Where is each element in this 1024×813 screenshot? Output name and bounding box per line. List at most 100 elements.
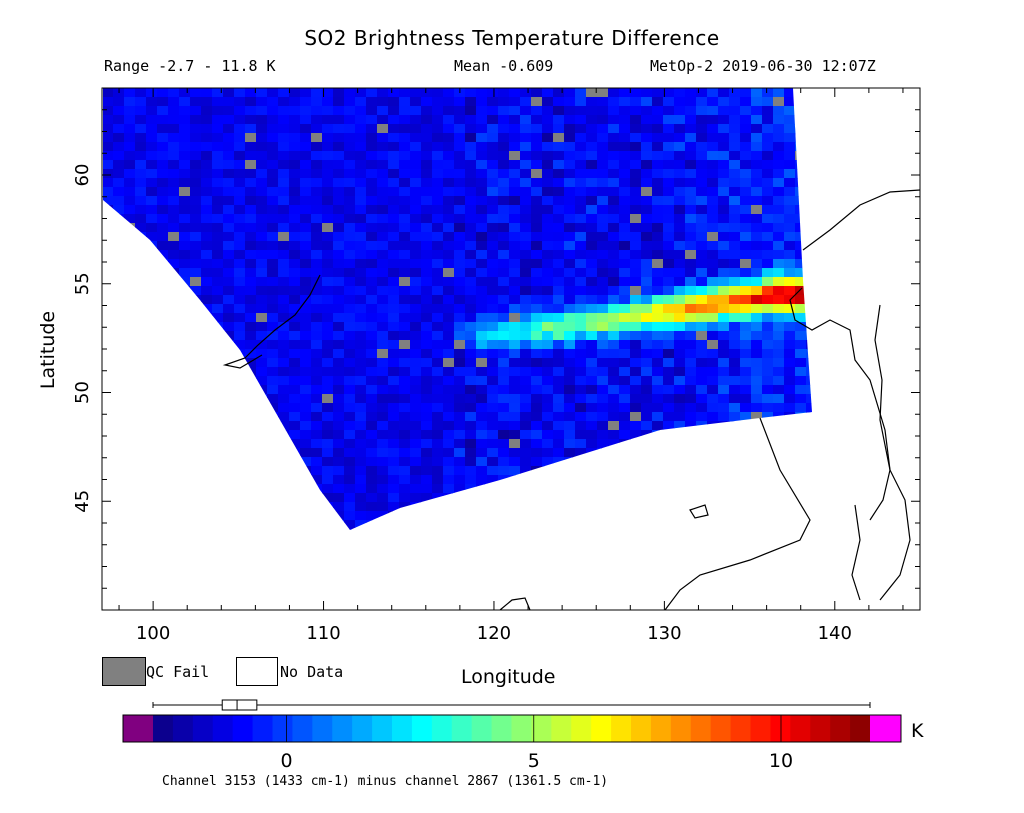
colorbar-segment	[631, 715, 652, 742]
heatmap-cell	[751, 97, 763, 107]
heatmap-cell	[498, 286, 510, 296]
heatmap-cell	[366, 493, 378, 503]
heatmap-cell	[553, 439, 565, 449]
heatmap-cell	[377, 259, 389, 269]
heatmap-cell	[619, 124, 631, 134]
heatmap-cell	[278, 421, 290, 431]
heatmap-cell	[674, 133, 686, 143]
heatmap-cell	[223, 142, 235, 152]
heatmap-cell	[685, 115, 697, 125]
heatmap-cell	[641, 97, 653, 107]
heatmap-cell	[146, 349, 158, 359]
heatmap-cell	[685, 106, 697, 116]
heatmap-cell	[432, 151, 444, 161]
heatmap-cell	[432, 241, 444, 251]
heatmap-cell	[795, 448, 807, 458]
heatmap-cell	[674, 268, 686, 278]
heatmap-cell	[652, 529, 664, 530]
colorbar-segment	[272, 715, 294, 742]
heatmap-cell	[113, 205, 125, 215]
heatmap-cell	[762, 394, 774, 404]
heatmap-cell	[267, 421, 279, 431]
heatmap-cell	[179, 223, 191, 233]
heatmap-cell	[740, 430, 752, 440]
heatmap-cell	[344, 223, 356, 233]
heatmap-cell	[608, 394, 620, 404]
heatmap-cell	[399, 457, 411, 467]
heatmap-cell	[784, 241, 796, 251]
heatmap-cell	[575, 322, 587, 332]
heatmap-cell	[190, 124, 202, 134]
heatmap-cell	[619, 313, 631, 323]
heatmap-cell	[146, 367, 158, 377]
heatmap-cell	[212, 358, 224, 368]
heatmap-cell	[465, 106, 477, 116]
heatmap-cell	[388, 223, 400, 233]
heatmap-cell	[333, 268, 345, 278]
heatmap-cell	[443, 421, 455, 431]
heatmap-cell	[124, 385, 136, 395]
heatmap-cell	[113, 277, 125, 287]
heatmap-cell	[157, 160, 169, 170]
heatmap-cell	[729, 466, 741, 476]
heatmap-cell	[289, 187, 301, 197]
heatmap-cell	[355, 187, 367, 197]
heatmap-cell	[498, 376, 510, 386]
heatmap-cell	[740, 169, 752, 179]
heatmap-cell	[179, 448, 191, 458]
heatmap-cell	[190, 421, 202, 431]
heatmap-cell	[135, 106, 147, 116]
heatmap-cell	[586, 412, 598, 422]
heatmap-cell	[278, 322, 290, 332]
heatmap-cell	[421, 529, 433, 530]
heatmap-cell	[773, 484, 785, 494]
heatmap-cell	[344, 160, 356, 170]
heatmap-cell	[498, 475, 510, 485]
heatmap-cell	[190, 466, 202, 476]
heatmap-cell	[443, 304, 455, 314]
heatmap-cell	[553, 187, 565, 197]
heatmap-cell	[685, 286, 697, 296]
heatmap-cell	[619, 250, 631, 260]
heatmap-cell	[784, 196, 796, 206]
heatmap-cell	[740, 331, 752, 341]
heatmap-cell	[388, 250, 400, 260]
heatmap-cell	[564, 160, 576, 170]
heatmap-cell	[586, 313, 598, 323]
heatmap-cell	[597, 187, 609, 197]
heatmap-cell	[652, 448, 664, 458]
heatmap-cell	[223, 430, 235, 440]
heatmap-cell	[201, 376, 213, 386]
heatmap-cell	[542, 448, 554, 458]
heatmap-cell	[355, 520, 367, 530]
heatmap-cell	[113, 520, 125, 530]
heatmap-cell	[223, 367, 235, 377]
heatmap-cell	[729, 160, 741, 170]
heatmap-cell	[619, 151, 631, 161]
heatmap-cell	[124, 97, 136, 107]
heatmap-cell	[575, 196, 587, 206]
heatmap-cell	[465, 511, 477, 521]
heatmap-cell	[520, 277, 532, 287]
heatmap-cell	[410, 457, 422, 467]
heatmap-cell	[311, 502, 323, 512]
heatmap-cell	[696, 124, 708, 134]
heatmap-cell	[509, 196, 521, 206]
heatmap-cell	[366, 304, 378, 314]
heatmap-cell	[806, 313, 812, 323]
heatmap-cell	[179, 169, 191, 179]
heatmap-cell	[421, 277, 433, 287]
x-tick-label: 100	[136, 623, 170, 644]
heatmap-cell	[685, 385, 697, 395]
heatmap-cell	[311, 421, 323, 431]
heatmap-cell	[784, 169, 796, 179]
heatmap-cell	[245, 277, 257, 287]
heatmap-cell	[168, 439, 180, 449]
heatmap-cell	[355, 475, 367, 485]
heatmap-cell	[696, 430, 708, 440]
heatmap-cell	[135, 529, 147, 530]
heatmap-cell	[762, 484, 774, 494]
heatmap-cell	[619, 115, 631, 125]
heatmap-cell	[278, 313, 290, 323]
heatmap-cell	[487, 178, 499, 188]
